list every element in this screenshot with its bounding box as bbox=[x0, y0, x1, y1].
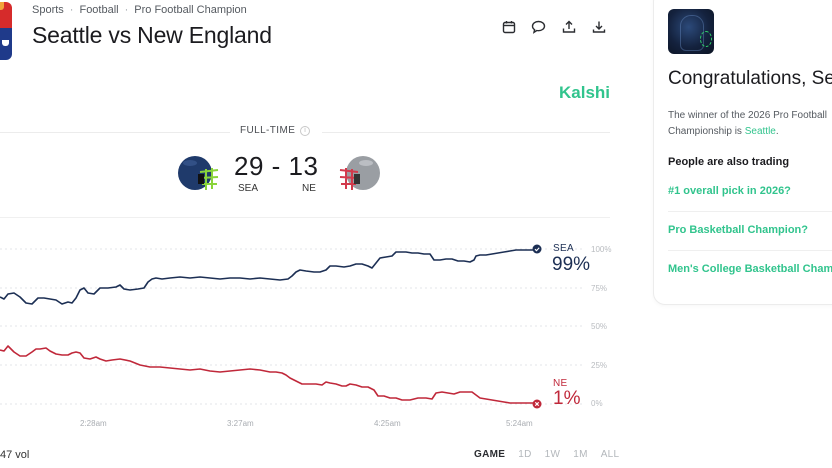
download-icon[interactable] bbox=[590, 18, 607, 35]
app-logo[interactable] bbox=[0, 2, 12, 60]
ne-helmet-icon bbox=[338, 154, 380, 192]
x-tick: 4:25am bbox=[374, 419, 401, 428]
y-tick: 100% bbox=[591, 245, 612, 254]
range-1d[interactable]: 1D bbox=[518, 449, 532, 460]
team-abbr-sea: SEA bbox=[238, 183, 259, 194]
sea-end-marker-check-icon bbox=[532, 244, 542, 254]
trophy-image bbox=[668, 9, 714, 54]
breadcrumb: Sports · Football · Pro Football Champio… bbox=[32, 4, 247, 16]
comment-icon[interactable] bbox=[530, 18, 547, 35]
series-label-ne: NE bbox=[553, 378, 568, 389]
range-all[interactable]: ALL bbox=[600, 449, 620, 460]
breadcrumb-football[interactable]: Football bbox=[79, 4, 119, 16]
y-tick: 75% bbox=[591, 284, 608, 293]
series-value-sea: 99% bbox=[552, 254, 591, 275]
toolbar bbox=[500, 18, 607, 35]
divider bbox=[0, 132, 230, 133]
calendar-icon[interactable] bbox=[500, 18, 517, 35]
breadcrumb-sports[interactable]: Sports bbox=[32, 4, 64, 16]
winner-text: The winner of the 2026 Pro Football Cham… bbox=[668, 108, 832, 140]
share-icon[interactable] bbox=[560, 18, 577, 35]
breadcrumb-pro-football-champion[interactable]: Pro Football Champion bbox=[134, 4, 247, 16]
winner-team-link[interactable]: Seattle bbox=[744, 126, 776, 137]
congrats-heading: Congratulations, Seattle bbox=[668, 68, 832, 89]
related-market-link[interactable]: Men's College Basketball Champion? bbox=[668, 263, 832, 275]
series-value-ne: 1% bbox=[553, 388, 581, 409]
game-status-label: FULL-TIME bbox=[240, 125, 296, 136]
divider bbox=[322, 132, 610, 133]
score: 29 - 13 bbox=[234, 151, 319, 181]
page-title: Seattle vs New England bbox=[32, 22, 272, 48]
gridlines bbox=[0, 248, 585, 405]
breadcrumb-separator: · bbox=[124, 4, 129, 16]
kalshi-brand: Kalshi bbox=[559, 83, 611, 102]
y-tick: 25% bbox=[591, 361, 608, 370]
sea-helmet-icon bbox=[176, 154, 219, 192]
range-selector: GAME 1D 1W 1M ALL bbox=[474, 449, 619, 460]
winner-suffix: . bbox=[775, 126, 779, 137]
range-1m[interactable]: 1M bbox=[573, 449, 588, 460]
game-status: FULL-TIME i bbox=[240, 125, 311, 136]
info-icon[interactable]: i bbox=[300, 125, 311, 136]
trophy-icon bbox=[0, 28, 12, 60]
related-market-link[interactable]: Pro Basketball Champion? bbox=[668, 224, 808, 236]
related-market-link[interactable]: #1 overall pick in 2026? bbox=[668, 185, 791, 197]
y-tick: 50% bbox=[591, 322, 608, 331]
range-1w[interactable]: 1W bbox=[544, 449, 561, 460]
divider bbox=[668, 211, 832, 212]
ne-line bbox=[0, 345, 537, 404]
y-tick: 0% bbox=[591, 399, 603, 408]
logo-top bbox=[0, 2, 12, 28]
sea-line bbox=[0, 249, 537, 305]
x-tick: 3:27am bbox=[227, 419, 254, 428]
also-trading-heading: People are also trading bbox=[668, 156, 790, 168]
divider bbox=[0, 217, 610, 218]
winner-prefix: The winner of the 2026 Pro Football Cham… bbox=[668, 110, 827, 137]
x-tick: 5:24am bbox=[506, 419, 533, 428]
divider bbox=[668, 250, 832, 251]
volume: 47 vol bbox=[0, 449, 30, 461]
team-abbr-ne: NE bbox=[302, 183, 316, 194]
ne-end-marker-x-icon bbox=[532, 399, 542, 409]
series-label-sea: SEA bbox=[553, 243, 574, 254]
breadcrumb-separator: · bbox=[69, 4, 74, 16]
range-game[interactable]: GAME bbox=[474, 449, 506, 460]
probability-chart[interactable] bbox=[0, 0, 640, 440]
x-tick: 2:28am bbox=[80, 419, 107, 428]
